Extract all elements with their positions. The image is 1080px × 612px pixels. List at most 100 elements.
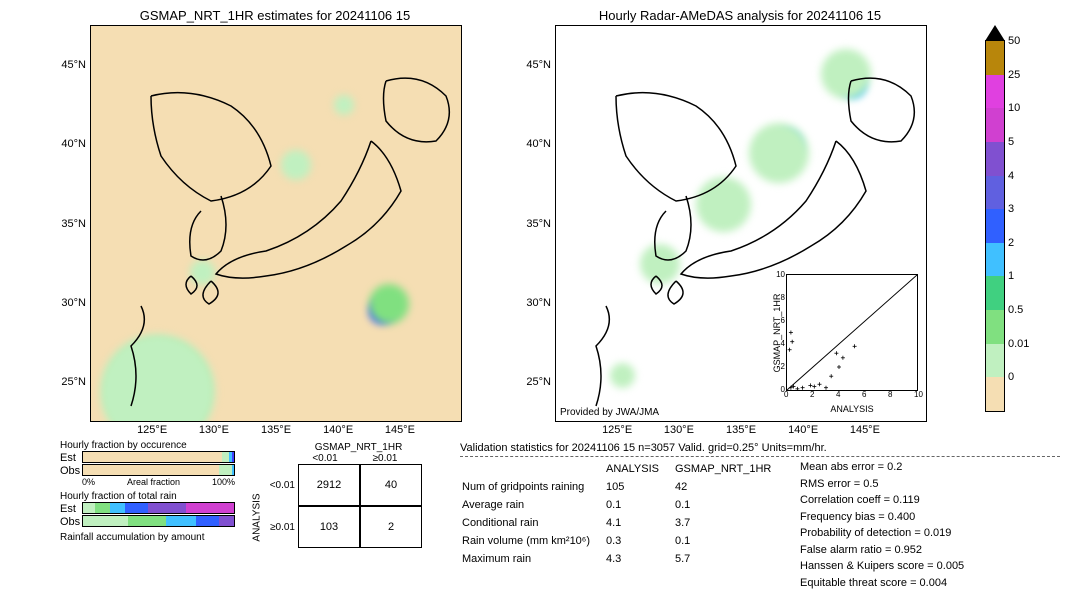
map-xtick: 140°E [788, 422, 818, 436]
map-xtick: 130°E [664, 422, 694, 436]
map-ytick: 25°N [526, 376, 555, 388]
colorbar-segment [986, 209, 1004, 243]
colorbar-segment [986, 344, 1004, 378]
obs-label-2: Obs [60, 516, 82, 528]
validation-metric: False alarm ratio = 0.952 [800, 542, 964, 559]
colorbar-segment [986, 377, 1004, 411]
bar-segment [219, 465, 233, 475]
map-ytick: 45°N [61, 59, 90, 71]
map-ytick: 45°N [526, 59, 555, 71]
validation-table: ANALYSIS GSMAP_NRT_1HR Num of gridpoints… [460, 459, 787, 569]
colorbar-segment [986, 176, 1004, 210]
map-ytick: 35°N [61, 218, 90, 230]
dashed-divider [460, 456, 1060, 457]
validation-row: Conditional rain4.13.7 [462, 515, 785, 531]
fraction-bars-panel: Hourly fraction by occurence Est Obs 0% … [60, 440, 235, 543]
contingency-row-header: ANALYSIS [252, 493, 263, 541]
bar-segment [222, 452, 230, 462]
bar-segment [219, 516, 234, 526]
colorbar: 502510543210.50.010 [985, 40, 1005, 412]
cont-cell-11: 2 [360, 506, 422, 548]
map-ytick: 35°N [526, 218, 555, 230]
colorbar-segment [986, 75, 1004, 109]
map-xtick: 130°E [199, 422, 229, 436]
colorbar-tick: 0.5 [1008, 304, 1023, 316]
est-label-1: Est [60, 452, 82, 464]
bar-segment [232, 452, 234, 462]
validation-stats: Validation statistics for 20241106 15 n=… [460, 442, 1060, 591]
map-ytick: 25°N [61, 376, 90, 388]
map-xtick: 140°E [323, 422, 353, 436]
est-label-2: Est [60, 503, 82, 515]
bar-segment [196, 516, 219, 526]
right-map: Provided by JWA/JMA ANALYSIS GSMAP_NRT_1… [555, 25, 927, 422]
accumulation-title: Rainfall accumulation by amount [60, 532, 235, 543]
colorbar-arrow-icon [985, 25, 1005, 41]
colorbar-tick: 3 [1008, 203, 1014, 215]
map-xtick: 145°E [850, 422, 880, 436]
total-rain-title: Hourly fraction of total rain [60, 491, 235, 502]
occurrence-title: Hourly fraction by occurence [60, 440, 235, 451]
bar-segment [83, 503, 95, 513]
validation-metric: Correlation coeff = 0.119 [800, 492, 964, 509]
bar-segment [83, 465, 219, 475]
right-map-title: Hourly Radar-AMeDAS analysis for 2024110… [555, 8, 925, 23]
validation-header: Validation statistics for 20241106 15 n=… [460, 442, 1060, 454]
areal-label: Areal fraction [127, 477, 180, 487]
map-xtick: 145°E [385, 422, 415, 436]
colorbar-segment [986, 276, 1004, 310]
bar-segment [83, 452, 222, 462]
bar-segment [110, 503, 125, 513]
inset-ytick: 8 [781, 293, 785, 302]
map-xtick: 135°E [261, 422, 291, 436]
provided-by-label: Provided by JWA/JMA [560, 407, 659, 418]
map-xtick: 135°E [726, 422, 756, 436]
left-map-title: GSMAP_NRT_1HR estimates for 20241106 15 [90, 8, 460, 23]
bar-segment [125, 503, 148, 513]
bar-segment [95, 503, 110, 513]
cont-row-lt: <0.01 [265, 464, 298, 506]
colorbar-tick: 25 [1008, 69, 1020, 81]
validation-metric: Hanssen & Kuipers score = 0.005 [800, 558, 964, 575]
pct100: 100% [212, 477, 235, 487]
cont-cell-10: 103 [298, 506, 360, 548]
cont-row-ge: ≥0.01 [265, 506, 298, 548]
contingency-table: GSMAP_NRT_1HR <0.01 ≥0.01 <0.01 2912 40 … [265, 442, 422, 548]
validation-metrics: Mean abs error = 0.2RMS error = 0.5Corre… [800, 459, 964, 591]
cont-col-lt: <0.01 [295, 453, 355, 464]
colorbar-segment [986, 142, 1004, 176]
map-ytick: 30°N [61, 297, 90, 309]
validation-metric: Equitable threat score = 0.004 [800, 575, 964, 592]
cont-cell-01: 40 [360, 464, 422, 506]
colorbar-segment [986, 310, 1004, 344]
validation-row: Num of gridpoints raining10542 [462, 479, 785, 495]
colorbar-tick: 10 [1008, 102, 1020, 114]
cont-col-ge: ≥0.01 [355, 453, 415, 464]
map-xtick: 125°E [137, 422, 167, 436]
map-ytick: 40°N [526, 138, 555, 150]
obs-label-1: Obs [60, 465, 82, 477]
bar-segment [166, 516, 196, 526]
total-obs-bar [82, 515, 235, 527]
colorbar-tick: 0.01 [1008, 338, 1029, 350]
validation-metric: Mean abs error = 0.2 [800, 459, 964, 476]
validation-row: Maximum rain4.35.7 [462, 551, 785, 567]
inset-ytick: 4 [781, 339, 785, 348]
colorbar-segment [986, 243, 1004, 277]
inset-xtick: 6 [862, 390, 866, 399]
map-ytick: 40°N [61, 138, 90, 150]
pct0: 0% [82, 477, 95, 487]
bar-segment [83, 516, 128, 526]
right-map-panel: Hourly Radar-AMeDAS analysis for 2024110… [555, 8, 925, 422]
validation-metric: Probability of detection = 0.019 [800, 525, 964, 542]
inset-ytick: 2 [781, 362, 785, 371]
occurrence-obs-bar [82, 464, 235, 476]
val-col2: GSMAP_NRT_1HR [675, 461, 785, 477]
occurrence-est-bar [82, 451, 235, 463]
bar-segment [232, 465, 234, 475]
bar-segment [148, 503, 186, 513]
inset-xlabel: ANALYSIS [830, 404, 873, 414]
map-ytick: 30°N [526, 297, 555, 309]
validation-metric: RMS error = 0.5 [800, 476, 964, 493]
inset-ytick: 10 [776, 270, 785, 279]
